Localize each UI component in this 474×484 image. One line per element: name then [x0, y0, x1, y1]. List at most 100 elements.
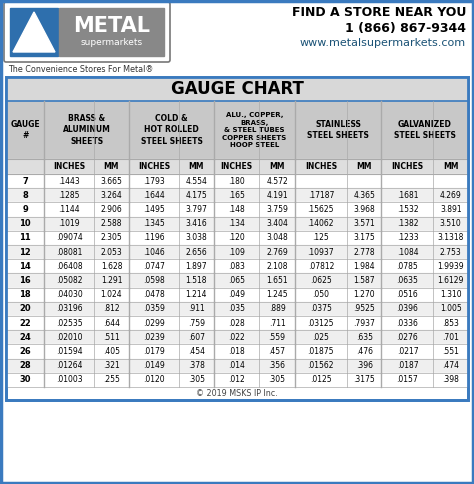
- Bar: [6, 245, 468, 259]
- Text: .109: .109: [228, 248, 245, 257]
- Text: .1443: .1443: [58, 177, 80, 185]
- Text: 2.656: 2.656: [185, 248, 207, 257]
- Text: .125: .125: [312, 233, 329, 242]
- Text: .0157: .0157: [397, 376, 419, 384]
- Text: 3.665: 3.665: [100, 177, 122, 185]
- Text: .03196: .03196: [56, 304, 82, 314]
- Text: .0125: .0125: [310, 376, 332, 384]
- Text: .305: .305: [188, 376, 205, 384]
- Text: .02535: .02535: [56, 318, 82, 328]
- Text: .0217: .0217: [397, 347, 418, 356]
- Bar: [6, 330, 468, 345]
- Text: .05082: .05082: [56, 276, 82, 285]
- Text: .0375: .0375: [310, 304, 332, 314]
- Bar: [6, 217, 468, 231]
- Text: 20: 20: [19, 304, 31, 314]
- Text: .1644: .1644: [143, 191, 165, 200]
- Text: .01562: .01562: [308, 361, 334, 370]
- Text: 1.518: 1.518: [186, 276, 207, 285]
- Text: .405: .405: [103, 347, 120, 356]
- Bar: [6, 159, 468, 174]
- Text: .0785: .0785: [397, 262, 419, 271]
- Text: 3.1318: 3.1318: [438, 233, 464, 242]
- Text: 1.245: 1.245: [266, 290, 288, 299]
- Text: .853: .853: [442, 318, 459, 328]
- Text: GALVANIZED
STEEL SHEETS: GALVANIZED STEEL SHEETS: [394, 120, 456, 140]
- Text: .1233: .1233: [397, 233, 418, 242]
- Text: 1.6129: 1.6129: [438, 276, 464, 285]
- Text: .305: .305: [268, 376, 285, 384]
- Text: .7937: .7937: [353, 318, 375, 328]
- Text: 3.175: 3.175: [353, 233, 375, 242]
- Text: .10937: .10937: [308, 248, 334, 257]
- Text: .01003: .01003: [56, 376, 82, 384]
- Text: .165: .165: [228, 191, 245, 200]
- Text: .454: .454: [188, 347, 205, 356]
- Text: .0336: .0336: [397, 318, 419, 328]
- Text: 4.365: 4.365: [353, 191, 375, 200]
- Polygon shape: [13, 12, 55, 52]
- Text: .0239: .0239: [143, 333, 165, 342]
- Text: MM: MM: [356, 162, 372, 171]
- Text: .0120: .0120: [143, 376, 165, 384]
- Text: 8: 8: [22, 191, 28, 200]
- Text: .701: .701: [442, 333, 459, 342]
- Text: 3.968: 3.968: [353, 205, 375, 214]
- Text: 3.404: 3.404: [266, 219, 288, 228]
- Text: .3175: .3175: [353, 376, 375, 384]
- Text: FIND A STORE NEAR YOU: FIND A STORE NEAR YOU: [292, 6, 466, 19]
- Text: .396: .396: [356, 361, 373, 370]
- Text: .635: .635: [356, 333, 373, 342]
- Text: .321: .321: [103, 361, 120, 370]
- Text: .551: .551: [442, 347, 459, 356]
- Text: 1.628: 1.628: [101, 262, 122, 271]
- Text: .014: .014: [228, 361, 245, 370]
- FancyBboxPatch shape: [4, 2, 170, 62]
- Text: .1495: .1495: [143, 205, 165, 214]
- Text: .0187: .0187: [397, 361, 418, 370]
- Text: 1.651: 1.651: [266, 276, 288, 285]
- Bar: [6, 316, 468, 330]
- Text: .1382: .1382: [397, 219, 418, 228]
- Text: .1046: .1046: [143, 248, 165, 257]
- Text: .022: .022: [228, 333, 245, 342]
- Text: 1.9939: 1.9939: [438, 262, 464, 271]
- Text: 24: 24: [19, 333, 31, 342]
- Text: 28: 28: [19, 361, 31, 370]
- Text: .398: .398: [442, 376, 459, 384]
- Text: .0179: .0179: [143, 347, 165, 356]
- Text: MM: MM: [269, 162, 285, 171]
- Text: 14: 14: [19, 262, 31, 271]
- Text: 3.264: 3.264: [100, 191, 122, 200]
- Text: .180: .180: [228, 177, 245, 185]
- Text: www.metalsupermarkets.com: www.metalsupermarkets.com: [300, 38, 466, 48]
- Text: .0598: .0598: [143, 276, 165, 285]
- Text: supermarkets: supermarkets: [81, 38, 143, 47]
- Text: .559: .559: [268, 333, 285, 342]
- Text: .644: .644: [103, 318, 120, 328]
- Text: 9: 9: [22, 205, 28, 214]
- Text: .511: .511: [103, 333, 120, 342]
- Text: .255: .255: [103, 376, 120, 384]
- Text: METAL: METAL: [73, 16, 150, 36]
- Bar: [6, 101, 468, 159]
- Text: .04030: .04030: [55, 290, 82, 299]
- Text: 2.053: 2.053: [100, 248, 122, 257]
- Text: .025: .025: [312, 333, 329, 342]
- Text: COLD &
HOT ROLLED
STEEL SHEETS: COLD & HOT ROLLED STEEL SHEETS: [141, 114, 203, 146]
- Text: .911: .911: [188, 304, 205, 314]
- Text: INCHES: INCHES: [138, 162, 170, 171]
- Text: 3.797: 3.797: [185, 205, 208, 214]
- Text: .0516: .0516: [397, 290, 419, 299]
- Text: 2.906: 2.906: [100, 205, 122, 214]
- Text: 3.048: 3.048: [266, 233, 288, 242]
- Text: .0747: .0747: [143, 262, 165, 271]
- Text: 4.269: 4.269: [440, 191, 462, 200]
- Text: .476: .476: [356, 347, 373, 356]
- Text: .711: .711: [269, 318, 285, 328]
- Text: .03125: .03125: [308, 318, 334, 328]
- Text: 1.270: 1.270: [353, 290, 375, 299]
- Text: .028: .028: [228, 318, 245, 328]
- Bar: [6, 174, 468, 188]
- Text: .889: .889: [269, 304, 285, 314]
